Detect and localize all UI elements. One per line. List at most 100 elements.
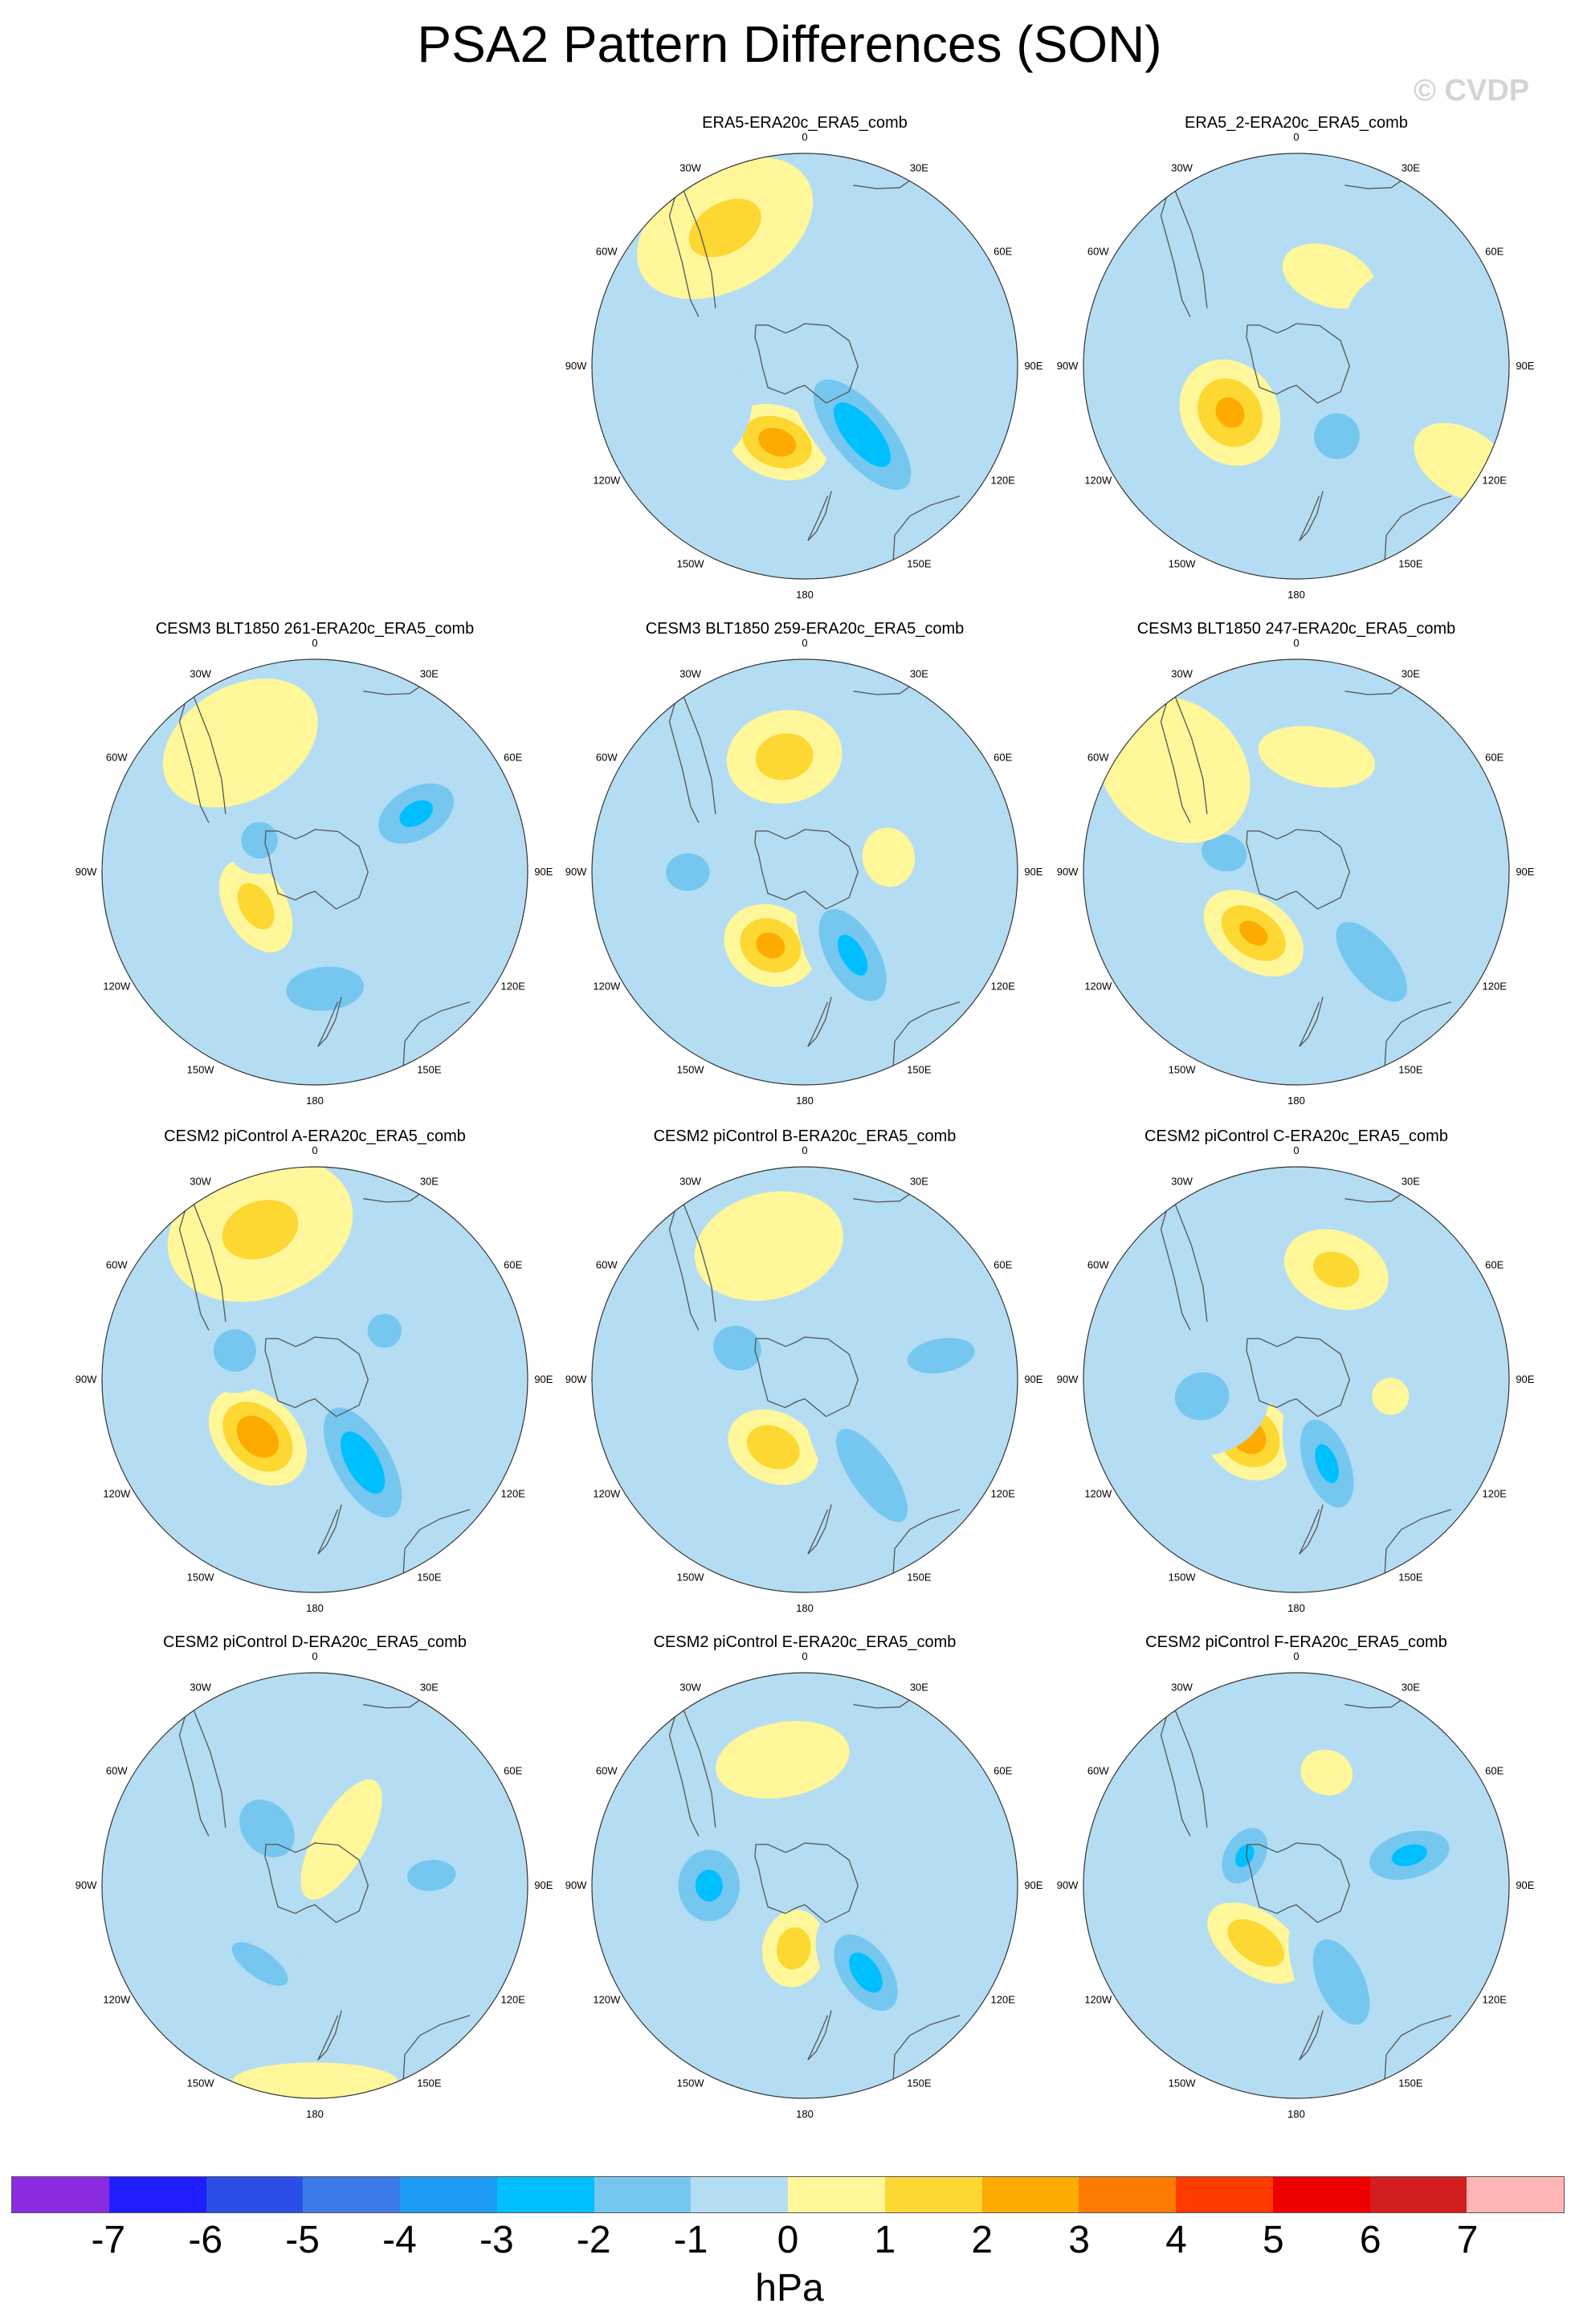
- negative-anomaly-contour: [695, 1869, 723, 1902]
- longitude-label: 120W: [593, 980, 621, 992]
- colorbar-tick-label: 6: [1359, 2219, 1381, 2261]
- polar-map: 0 30E 60E 90E 120E 150E 180 150W 120W 90W 60W 30W: [565, 1653, 1043, 2120]
- longitude-label: 30E: [910, 1175, 928, 1187]
- colorbar-tick-label: -1: [673, 2219, 708, 2261]
- australia-coastline: [892, 2015, 961, 2084]
- polar-map: 0 30E 60E 90E 120E 150E 180 150W 120W 90W 60W 30W: [1057, 133, 1535, 601]
- longitude-label: 30W: [679, 1681, 701, 1693]
- australia-coastline: [1384, 2015, 1452, 2084]
- panel-title: CESM2 piControl F-ERA20c_ERA5_comb: [1145, 1633, 1447, 1651]
- positive-anomaly-contour: [1227, 1918, 1285, 1967]
- positive-anomaly-contour: [716, 1721, 850, 1799]
- longitude-label: 180: [306, 2108, 324, 2120]
- map-panel: CESM2 piControl C-ERA20c_ERA5_comb 0 30E 60…: [1055, 1127, 1537, 1625]
- positive-anomaly-contour: [162, 679, 318, 808]
- positive-anomaly-contour: [1372, 1377, 1410, 1415]
- longitude-label: 150W: [677, 1064, 705, 1076]
- map-background: [1083, 1673, 1509, 2098]
- longitude-label: 120W: [593, 474, 621, 486]
- negative-anomaly-contour: [1313, 413, 1360, 459]
- negative-anomaly-contour: [1202, 834, 1247, 872]
- colorbar-swatch: [1079, 2177, 1176, 2212]
- map-panel: ERA5-ERA20c_ERA5_comb 0 30E 60E 90E 120E 150E 1…: [564, 114, 1046, 612]
- longitude-label: 60E: [504, 752, 522, 764]
- new-zealand-coastline: [1299, 997, 1324, 1047]
- watermark: © CVDP: [1414, 74, 1530, 108]
- positive-anomaly-contour: [756, 932, 785, 959]
- longitude-label: 60W: [596, 1259, 618, 1271]
- longitude-label: 150E: [1398, 1572, 1423, 1584]
- antarctica-coastline: [754, 829, 859, 910]
- map-panel: CESM2 piControl B-ERA20c_ERA5_comb 0 30E 60…: [564, 1127, 1046, 1625]
- longitude-label: 180: [796, 1095, 814, 1107]
- south-america-coastline: [178, 1193, 226, 1331]
- australia-coastline: [1384, 495, 1452, 565]
- negative-anomaly-contour: [907, 1337, 975, 1374]
- longitude-label: 30E: [1402, 161, 1420, 173]
- longitude-label: 120E: [501, 1487, 526, 1499]
- longitude-label: 150E: [907, 558, 932, 570]
- longitude-label: 90W: [565, 1373, 587, 1385]
- australia-coastline: [402, 2015, 471, 2084]
- longitude-label: 150E: [417, 1064, 442, 1076]
- longitude-label: 60W: [1087, 246, 1109, 258]
- africa-coastline: [1344, 177, 1406, 190]
- map-panel: CESM3 BLT1850 261-ERA20c_ERA5_comb 0 30E 60…: [74, 620, 556, 1118]
- negative-anomaly-contour: [713, 1325, 761, 1371]
- longitude-label: 180: [1287, 1095, 1305, 1107]
- map-panel: CESM3 BLT1850 259-ERA20c_ERA5_comb 0 30E 60…: [564, 620, 1046, 1118]
- longitude-label: 150W: [1169, 1572, 1197, 1584]
- longitude-label: 120E: [991, 980, 1016, 992]
- map-panel: CESM2 piControl F-ERA20c_ERA5_comb 0 30E 60…: [1055, 1633, 1537, 2131]
- polar-map: 0 30E 60E 90E 120E 150E 180 150W 120W 90W 60W 30W: [565, 639, 1043, 1107]
- new-zealand-coastline: [1299, 1504, 1324, 1555]
- longitude-label: 150E: [417, 2077, 442, 2090]
- longitude-label: 120W: [103, 1993, 131, 2005]
- positive-anomaly-contour: [862, 827, 916, 887]
- longitude-label: 120W: [593, 1993, 621, 2005]
- negative-anomaly-contour: [881, 1782, 924, 1825]
- antarctica-coastline: [754, 1336, 859, 1417]
- colorbar-tick-label: 3: [1068, 2219, 1090, 2261]
- new-zealand-coastline: [1299, 2010, 1324, 2061]
- positive-anomaly-contour: [776, 1926, 811, 1970]
- map-boundary: [101, 658, 528, 1086]
- positive-anomaly-contour: [755, 733, 814, 781]
- positive-anomaly-contour: [746, 1425, 800, 1470]
- map-boundary: [591, 1672, 1018, 2099]
- negative-anomaly-contour: [1391, 1844, 1427, 1866]
- negative-anomaly-contour: [1336, 922, 1407, 1002]
- longitude-label: 0: [1293, 1147, 1299, 1156]
- new-zealand-coastline: [317, 1504, 342, 1555]
- panel-title: CESM3 BLT1850 259-ERA20c_ERA5_comb: [645, 620, 965, 638]
- longitude-label: 0: [802, 133, 807, 143]
- negative-anomaly-contour: [1315, 1444, 1339, 1483]
- colorbar-tick-label: 2: [971, 2219, 994, 2261]
- map-boundary: [591, 658, 1018, 1086]
- positive-anomaly-contour: [1300, 1749, 1353, 1796]
- longitude-label: 30W: [1171, 1681, 1193, 1693]
- africa-coastline: [363, 1697, 424, 1709]
- longitude-label: 120W: [103, 980, 131, 992]
- panel-title: CESM3 BLT1850 261-ERA20c_ERA5_comb: [155, 620, 475, 638]
- longitude-label: 120E: [991, 474, 1016, 486]
- negative-anomaly-contour: [833, 402, 892, 467]
- longitude-label: 120W: [593, 1487, 621, 1499]
- longitude-label: 90E: [534, 1373, 553, 1385]
- longitude-label: 150E: [907, 1572, 932, 1584]
- positive-anomaly-contour: [222, 1200, 299, 1260]
- map-panel: ERA5_2-ERA20c_ERA5_comb 0 30E 60E 90E 120E 150…: [1055, 114, 1537, 612]
- new-zealand-coastline: [317, 2010, 342, 2061]
- longitude-label: 120E: [991, 1993, 1016, 2005]
- longitude-label: 180: [796, 589, 814, 601]
- longitude-label: 0: [1293, 133, 1299, 143]
- longitude-label: 0: [802, 1147, 807, 1156]
- longitude-label: 0: [312, 1147, 317, 1156]
- panel-title: CESM3 BLT1850 247-ERA20c_ERA5_comb: [1136, 620, 1456, 638]
- longitude-label: 60W: [106, 752, 128, 764]
- longitude-label: 90E: [1516, 1373, 1534, 1385]
- longitude-label: 60W: [596, 752, 618, 764]
- colorbar-tick-label: -7: [91, 2219, 126, 2261]
- longitude-label: 90W: [565, 1879, 587, 1891]
- longitude-label: 150E: [1398, 558, 1423, 570]
